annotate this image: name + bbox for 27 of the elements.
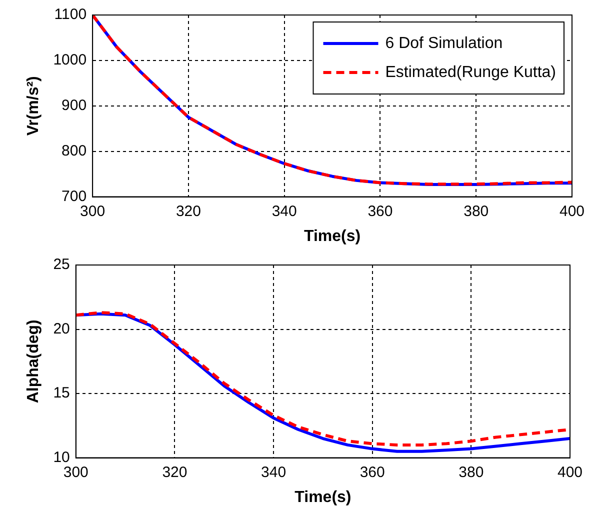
x-tick-label: 400 [559, 202, 585, 220]
y-axis-title: Vr(m/s²) [25, 76, 42, 136]
y-tick-label: 900 [62, 97, 87, 114]
legend-label: 6 Dof Simulation [385, 34, 503, 52]
x-tick-label: 380 [464, 202, 489, 220]
x-axis-title: Time(s) [294, 488, 352, 506]
x-tick-label: 300 [80, 202, 106, 220]
y-tick-label: 700 [62, 188, 87, 205]
y-tick-label: 1000 [53, 52, 87, 69]
y-tick-label: 15 [53, 384, 70, 402]
y-tick-label: 25 [53, 256, 70, 274]
y-tick-label: 1100 [54, 6, 87, 24]
legend-label: Estimated(Runge Kutta) [385, 64, 556, 81]
x-tick-label: 360 [368, 202, 393, 220]
x-tick-label: 320 [176, 202, 201, 220]
x-tick-label: 300 [63, 464, 88, 481]
y-axis-title: Alpha(deg) [25, 320, 42, 404]
x-tick-label: 340 [261, 464, 286, 481]
x-tick-label: 400 [557, 464, 583, 481]
y-tick-label: 10 [53, 448, 70, 466]
y-tick-label: 20 [53, 320, 70, 338]
x-tick-label: 320 [162, 464, 188, 481]
x-axis-title: Time(s) [304, 228, 361, 245]
x-tick-label: 380 [458, 464, 484, 481]
y-tick-label: 800 [62, 142, 87, 160]
x-tick-label: 360 [360, 464, 385, 481]
x-tick-label: 340 [272, 202, 297, 220]
